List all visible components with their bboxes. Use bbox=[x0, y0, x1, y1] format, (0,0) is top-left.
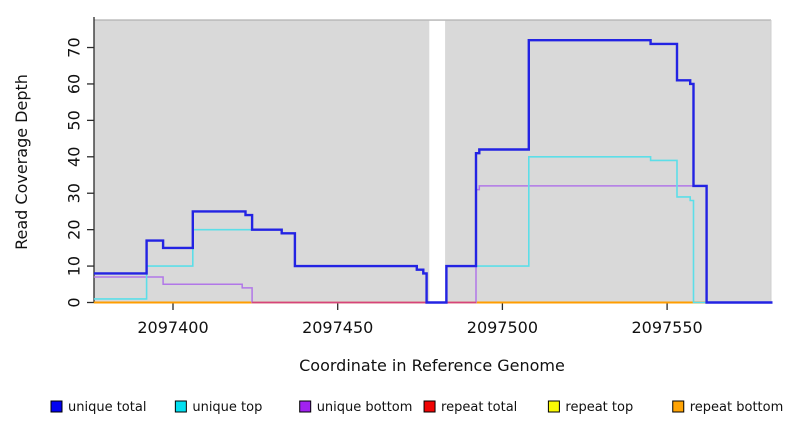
legend-swatch bbox=[299, 400, 312, 413]
coverage-gap-band bbox=[429, 20, 446, 304]
legend-swatch bbox=[174, 400, 187, 413]
y-tick-label: 70 bbox=[65, 37, 84, 57]
legend-label: repeat bottom bbox=[690, 400, 784, 415]
legend-item-repeat-bottom: repeat bottom bbox=[672, 400, 784, 415]
y-tick-label: 50 bbox=[65, 110, 84, 130]
y-tick-label: 30 bbox=[65, 183, 84, 203]
legend-item-repeat-total: repeat total bbox=[423, 400, 517, 415]
y-tick-label: 40 bbox=[65, 147, 84, 167]
legend-item-unique-bottom: unique bottom bbox=[299, 400, 413, 415]
legend-label: unique top bbox=[192, 400, 262, 415]
plot-layers: 0 10 20 30 40 50 60 70 2097400 2097450 2097500 2097… bbox=[65, 17, 773, 337]
x-tick-label: 2097400 bbox=[137, 318, 208, 337]
chart-legend: unique total unique top unique bottom repea… bbox=[50, 400, 784, 415]
y-tick-label: 20 bbox=[65, 219, 84, 239]
y-tick-label: 60 bbox=[65, 74, 84, 94]
legend-item-unique-total: unique total bbox=[50, 400, 146, 415]
legend-label: repeat top bbox=[565, 400, 633, 415]
y-tick-label: 10 bbox=[65, 256, 84, 276]
legend-label: unique bottom bbox=[317, 400, 413, 415]
x-tick-label: 2097450 bbox=[302, 318, 373, 337]
x-tick-label: 2097500 bbox=[467, 318, 538, 337]
y-axis-title: Read Coverage Depth bbox=[12, 74, 31, 250]
legend-swatch bbox=[423, 400, 436, 413]
x-tick-label: 2097550 bbox=[631, 318, 702, 337]
legend-swatch bbox=[50, 400, 63, 413]
legend-item-repeat-top: repeat top bbox=[547, 400, 633, 415]
legend-swatch bbox=[672, 400, 685, 413]
legend-label: repeat total bbox=[441, 400, 517, 415]
legend-swatch bbox=[547, 400, 560, 413]
y-tick-label: 0 bbox=[65, 297, 84, 307]
series-line-unique-total bbox=[93, 39, 773, 304]
x-axis-title: Coordinate in Reference Genome bbox=[299, 356, 565, 375]
legend-item-unique-top: unique top bbox=[174, 400, 262, 415]
legend-label: unique total bbox=[68, 400, 146, 415]
